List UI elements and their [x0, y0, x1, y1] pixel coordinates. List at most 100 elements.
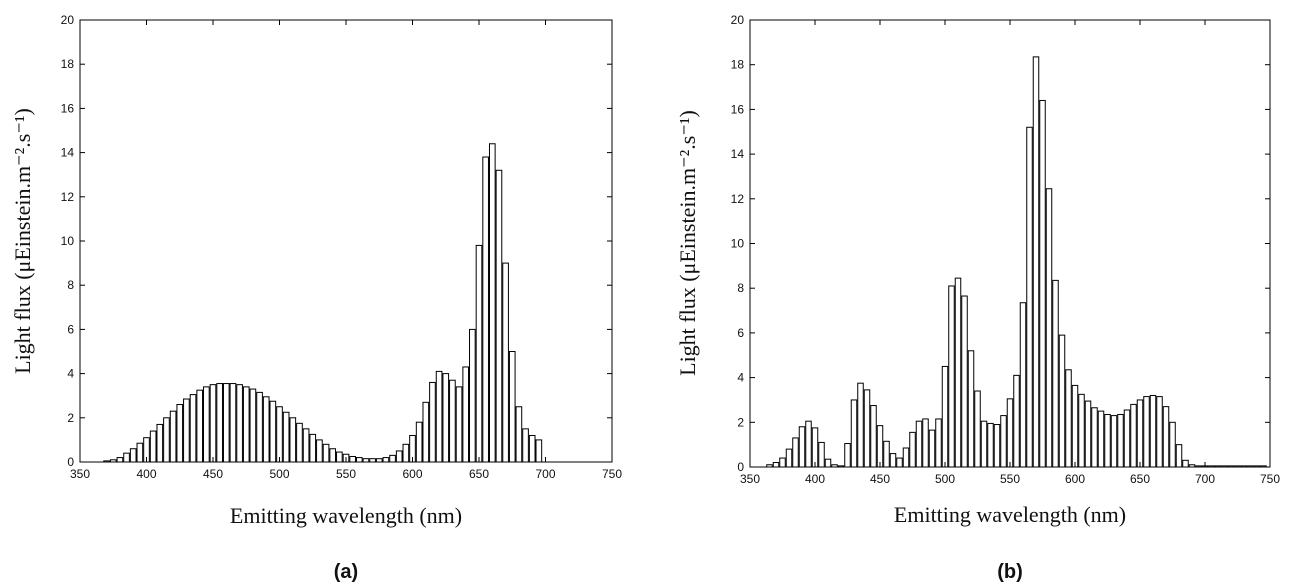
chart-a-x-tick-label: 600: [402, 467, 422, 481]
chart-b-bar: [1162, 406, 1170, 468]
chart-b-bar: [1143, 396, 1150, 468]
chart-b-bar: [772, 462, 780, 468]
chart-b-bar: [941, 365, 949, 468]
chart-b-bar: [1058, 334, 1066, 468]
chart-b-bar: [1078, 393, 1085, 468]
chart-a-bar: [355, 457, 363, 463]
chart-b-bar: [935, 418, 942, 468]
chart-a-bar: [209, 384, 217, 463]
chart-a-bar: [442, 373, 450, 463]
chart-b-bar: [824, 458, 832, 468]
chart-b-y-tick-label: 20: [731, 13, 745, 27]
chart-b-bar: [798, 426, 806, 468]
chart-b-y-tick-label: 14: [731, 147, 745, 161]
chart-a-bar: [469, 328, 476, 463]
chart-b-x-axis-label: Emitting wavelength (nm): [894, 502, 1126, 527]
chart-b-bar: [766, 464, 773, 468]
chart-b-x-tick-label: 550: [1000, 472, 1020, 486]
chart-a-bar: [389, 454, 396, 463]
chart-b-y-tick-label: 8: [737, 281, 744, 295]
chart-a-bar: [316, 439, 323, 463]
chart-a-bar: [116, 457, 124, 463]
chart-b-x-tick-label: 700: [1195, 472, 1215, 486]
chart-a-bar: [429, 381, 436, 463]
chart-a-bar: [435, 370, 443, 463]
chart-a-y-tick-label: 20: [61, 13, 75, 27]
chart-a-y-axis-label: Light flux (μEinstein.m⁻².s⁻¹): [10, 108, 35, 374]
chart-b-bar: [792, 437, 799, 468]
chart-b-bar: [954, 277, 962, 468]
chart-b-bar: [850, 399, 858, 468]
chart-b-bar: [915, 420, 923, 468]
chart-a-bar: [402, 443, 410, 463]
chart-a-bar: [229, 383, 237, 463]
chart-b-bar: [1052, 279, 1059, 468]
chart-b-bar: [1260, 465, 1267, 468]
chart-b-bar: [1214, 465, 1222, 468]
chart-a-bar: [176, 404, 184, 463]
chart-a-bar: [129, 448, 137, 463]
chart-b-bar: [896, 457, 903, 468]
chart-a-bar: [222, 383, 230, 463]
chart-b-x-ticks: 350 400 450 500 550 600 650 700 750: [740, 20, 1280, 486]
chart-b-bar: [1227, 465, 1235, 468]
chart-b-bar: [909, 431, 916, 468]
chart-a-bar: [369, 458, 376, 463]
chart-a-bar: [528, 434, 536, 463]
chart-b-y-axis-label: Light flux (μEinstein.m⁻².s⁻¹): [675, 110, 700, 376]
chart-b-y-tick-label: 10: [731, 237, 745, 251]
chart-b-bar: [870, 405, 877, 468]
chart-a-y-tick-label: 12: [61, 190, 75, 204]
chart-b-y-tick-label: 4: [737, 371, 744, 385]
chart-a-y-tick-label: 8: [67, 278, 74, 292]
chart-a-bar: [515, 406, 523, 463]
chart-a-bar: [449, 379, 456, 463]
chart-a-bar: [249, 388, 257, 463]
chart-a-y-tick-label: 16: [61, 101, 75, 115]
chart-a-bar: [488, 143, 496, 463]
chart-b-bar: [844, 443, 851, 468]
chart-b-bar: [883, 440, 890, 468]
chart-b-y-tick-label: 16: [731, 102, 745, 116]
chart-b-bar: [1045, 188, 1053, 468]
chart-a-x-axis-label: Emitting wavelength (nm): [230, 503, 462, 528]
chart-b-bar: [1006, 398, 1014, 468]
chart-a-x-tick-label: 550: [336, 467, 356, 481]
chart-b-bar: [974, 390, 981, 468]
chart-b-x-tick-label: 450: [870, 472, 890, 486]
chart-a-x-tick-label: 750: [602, 467, 622, 481]
chart-b-bar: [1110, 415, 1118, 468]
chart-b-bar: [1091, 407, 1098, 468]
chart-b-x-tick-label: 350: [740, 472, 760, 486]
chart-a-bar: [136, 442, 144, 463]
chart-a-bar: [302, 428, 310, 463]
chart-a-x-tick-label: 500: [269, 467, 289, 481]
chart-a-x-tick-label: 350: [70, 467, 90, 481]
chart-a-bar: [103, 460, 110, 463]
chart-a-bar: [269, 400, 277, 463]
chart-a-bar: [482, 156, 489, 463]
chart-b-bar: [1000, 415, 1007, 468]
chart-a-bar: [336, 451, 343, 463]
chart-a-bar: [502, 262, 509, 463]
chart-a-bar: [123, 452, 130, 463]
chart-b-y-tick-label: 6: [737, 326, 744, 340]
chart-b-bar: [805, 420, 812, 468]
chart-b-bar: [993, 424, 1001, 468]
chart-a-bar: [322, 443, 330, 463]
chart-b-bar: [902, 447, 910, 468]
chart-b-bar: [967, 350, 975, 468]
chart-b-bar: [818, 441, 825, 468]
chart-a-x-tick-label: 700: [535, 467, 555, 481]
chart-b-bar: [1117, 413, 1124, 468]
chart-b-bar: [1253, 465, 1261, 468]
chart-a-x-ticks: 350 400 450 500 550 600 650 700 750: [70, 20, 622, 481]
chart-a-panel-label: (a): [334, 561, 358, 583]
chart-b-bar: [1156, 396, 1163, 468]
chart-b-y-tick-label: 2: [737, 415, 744, 429]
chart-b-y-tick-label: 0: [737, 460, 744, 474]
chart-b-x-tick-label: 750: [1260, 472, 1280, 486]
chart-a-bar: [109, 459, 117, 463]
chart-a-bar: [309, 433, 317, 463]
